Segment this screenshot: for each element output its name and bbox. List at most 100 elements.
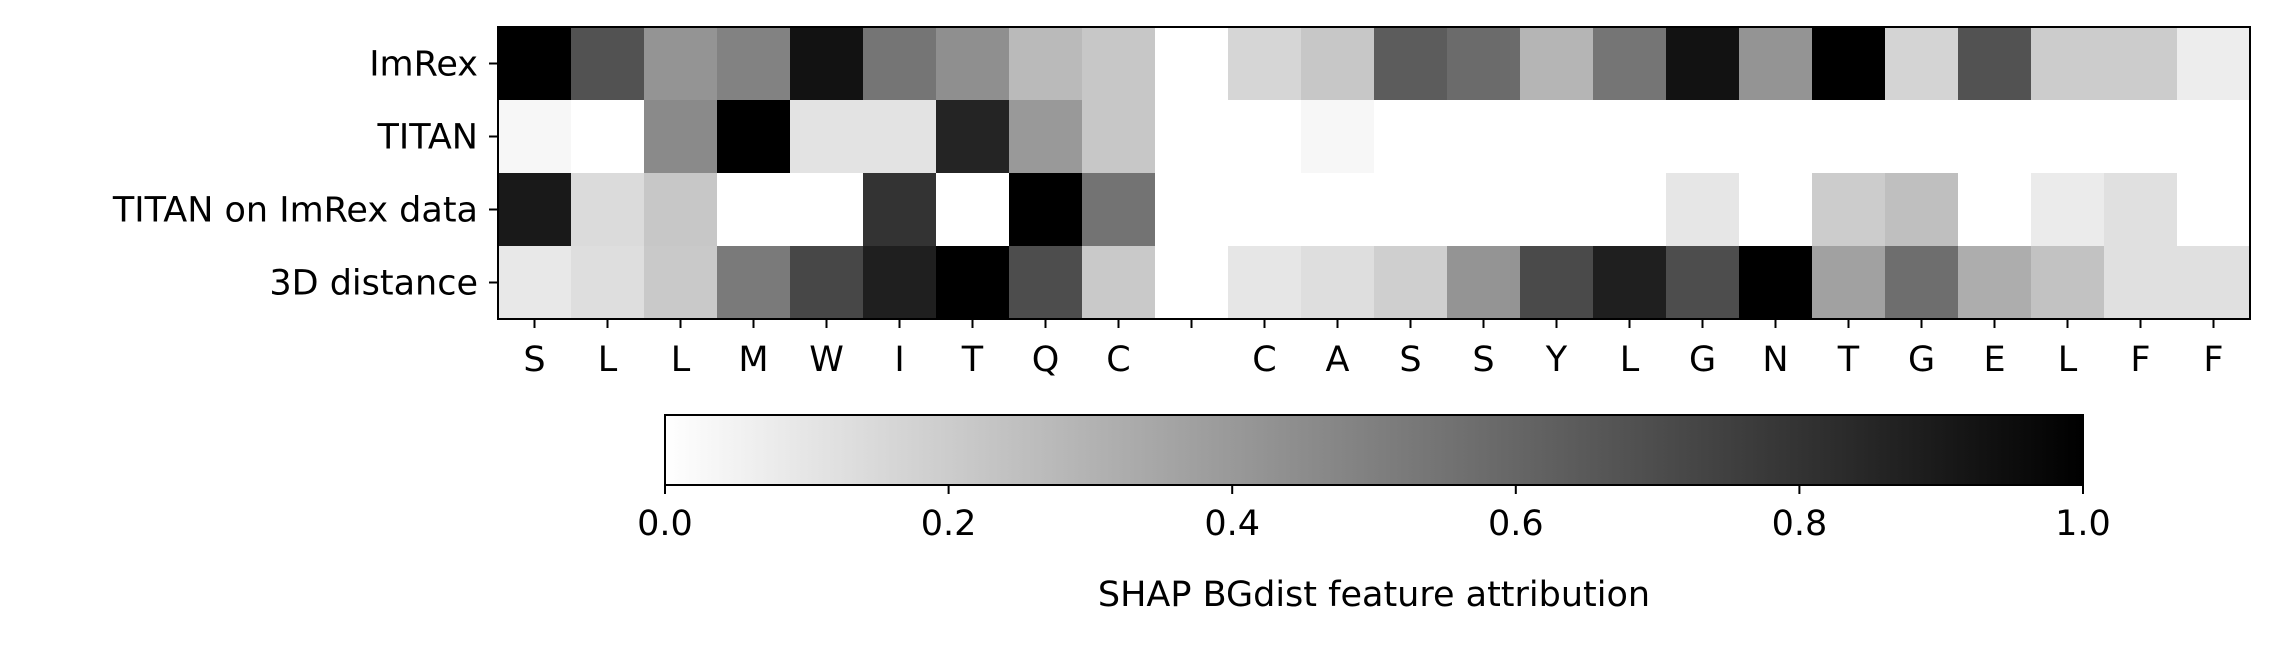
heatmap-cell — [1155, 100, 1229, 174]
column-label: T — [1837, 340, 1860, 380]
heatmap-cell — [863, 100, 937, 174]
heatmap-cell — [2104, 173, 2178, 247]
column-label: Y — [1545, 340, 1568, 380]
colorbar-tick-label: 0.6 — [1488, 504, 1544, 544]
heatmap-cell — [717, 173, 791, 247]
heatmap-cell — [717, 100, 791, 174]
heatmap-cell — [1958, 173, 2032, 247]
row-labels: ImRex TITAN TITAN on ImRex data 3D distance — [112, 45, 498, 304]
colorbar-label: SHAP BGdist feature attribution — [1098, 575, 1650, 615]
heatmap-frame — [497, 26, 2251, 320]
heatmap-cell — [717, 27, 791, 101]
colorbar-tick-label: 0.0 — [637, 504, 693, 544]
heatmap-cell — [2031, 173, 2105, 247]
heatmap-cell — [571, 100, 645, 174]
heatmap-cell — [2031, 27, 2105, 101]
heatmap-cell — [1447, 27, 1521, 101]
heatmap-cell — [644, 173, 718, 247]
heatmap-cell — [936, 100, 1010, 174]
column-label: C — [1252, 340, 1276, 380]
heatmap-cell — [1374, 173, 1448, 247]
heatmap-cell — [644, 27, 718, 101]
heatmap-cell — [1228, 100, 1302, 174]
heatmap-cell — [1958, 100, 2032, 174]
heatmap-cell — [1082, 246, 1156, 320]
heatmap-cell — [1301, 246, 1375, 320]
column-label: L — [1620, 340, 1640, 380]
heatmap-cell — [1520, 246, 1594, 320]
heatmap-cell — [1739, 27, 1813, 101]
heatmap-cell — [1812, 246, 1886, 320]
heatmap-cell — [936, 246, 1010, 320]
row-label: TITAN — [377, 118, 479, 158]
heatmap-cell — [1666, 173, 1740, 247]
column-label: A — [1326, 340, 1350, 380]
heatmap-cell — [2031, 246, 2105, 320]
column-label: L — [671, 340, 691, 380]
heatmap-cell — [1520, 173, 1594, 247]
heatmap-cell — [1155, 246, 1229, 320]
heatmap-cell — [863, 27, 937, 101]
heatmap-cell — [790, 173, 864, 247]
heatmap-cell — [1082, 173, 1156, 247]
heatmap-cell — [498, 27, 572, 101]
column-label: S — [1472, 340, 1494, 380]
heatmap-cell — [1009, 173, 1083, 247]
column-label: S — [1399, 340, 1421, 380]
heatmap-cell — [790, 27, 864, 101]
colorbar-tick-label: 0.2 — [921, 504, 977, 544]
column-label: I — [894, 340, 904, 380]
heatmap-cell — [2177, 173, 2251, 247]
heatmap-cell — [1593, 27, 1667, 101]
heatmap-cell — [1593, 100, 1667, 174]
column-label: G — [1908, 340, 1935, 380]
heatmap-cell — [1593, 246, 1667, 320]
heatmap-cell — [1812, 173, 1886, 247]
heatmap-cell — [1666, 246, 1740, 320]
heatmap-cell — [498, 100, 572, 174]
heatmap-cell — [1009, 246, 1083, 320]
heatmap-cell — [571, 27, 645, 101]
heatmap-cell — [1374, 27, 1448, 101]
column-label: C — [1106, 340, 1130, 380]
heatmap-cell — [1301, 27, 1375, 101]
heatmap-cell — [1885, 173, 1959, 247]
column-label: S — [523, 340, 545, 380]
heatmap-cell — [790, 246, 864, 320]
heatmap-cell — [2104, 246, 2178, 320]
heatmap-cell — [1958, 27, 2032, 101]
heatmap-cell — [1739, 173, 1813, 247]
heatmap-cell — [1082, 27, 1156, 101]
colorbar-tick-label: 0.8 — [1772, 504, 1828, 544]
heatmap-cell — [2177, 100, 2251, 174]
heatmap-cell — [1374, 246, 1448, 320]
row-label: TITAN on ImRex data — [112, 191, 478, 231]
column-label: G — [1689, 340, 1716, 380]
column-label: L — [598, 340, 618, 380]
heatmap-cell — [863, 246, 937, 320]
heatmap-cell — [1520, 27, 1594, 101]
column-label: L — [2058, 340, 2078, 380]
heatmap-cell — [498, 173, 572, 247]
heatmap-cell — [2177, 246, 2251, 320]
heatmap-cell — [1447, 173, 1521, 247]
heatmap-cell — [1812, 27, 1886, 101]
heatmap-cell — [1885, 27, 1959, 101]
heatmap-cell — [1009, 100, 1083, 174]
column-label: T — [961, 340, 984, 380]
heatmap-cell — [1082, 100, 1156, 174]
heatmap-cells — [498, 27, 2251, 320]
column-label: N — [1762, 340, 1788, 380]
colorbar-tick-label: 0.4 — [1204, 504, 1260, 544]
heatmap-cell — [498, 246, 572, 320]
column-label: F — [2130, 340, 2150, 380]
heatmap-cell — [936, 173, 1010, 247]
heatmap-cell — [2104, 100, 2178, 174]
column-label: W — [809, 340, 844, 380]
heatmap-cell — [2177, 27, 2251, 101]
heatmap-cell — [1155, 27, 1229, 101]
heatmap-cell — [1301, 173, 1375, 247]
